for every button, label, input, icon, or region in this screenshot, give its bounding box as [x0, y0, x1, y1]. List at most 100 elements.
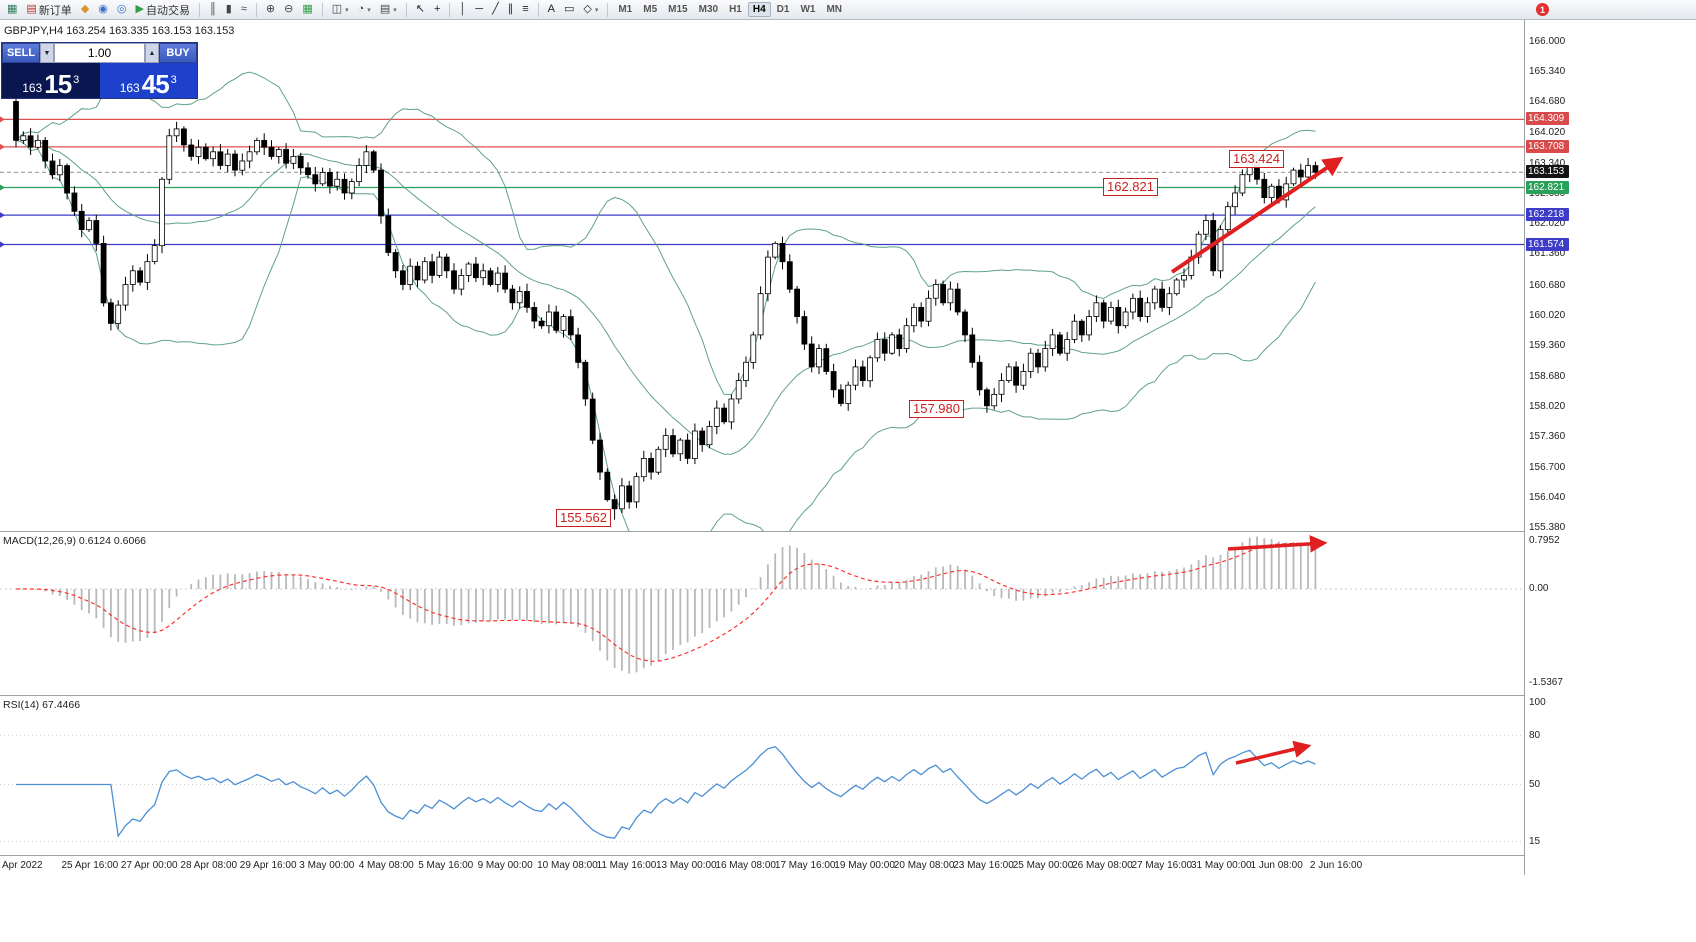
toolbar-separator	[255, 2, 257, 17]
tile-windows-button[interactable]: ▦	[298, 0, 316, 19]
bar-chart-button[interactable]: ║	[205, 0, 221, 19]
timeframe-h1[interactable]: H1	[729, 4, 742, 15]
macd-indicator-label: MACD(12,26,9) 0.6124 0.6066	[3, 535, 147, 547]
sell-price-button[interactable]: 163 15 3	[2, 63, 100, 98]
chart-window-icon-icon: ▦	[7, 3, 18, 15]
buy-price-button[interactable]: 163 45 3	[99, 63, 197, 98]
volume-increase-button[interactable]: ▲	[145, 43, 159, 63]
date-label: 2 Jun 16:00	[1309, 860, 1363, 871]
timeframe-m30[interactable]: M30	[698, 4, 719, 15]
price-annotation[interactable]: 163.424	[1229, 150, 1284, 168]
main-chart[interactable]	[0, 19, 1524, 531]
channel-icon: ∥	[507, 3, 514, 15]
new-order-button-label: 新订单	[38, 4, 72, 17]
timeframe-m15[interactable]: M15	[668, 4, 688, 15]
price-tag: 163.153	[1526, 165, 1569, 179]
buy-price-sup: 3	[170, 74, 177, 86]
toolbar-separator	[405, 2, 407, 17]
sell-price-sup: 3	[73, 74, 80, 86]
toolbar-separator	[198, 2, 200, 17]
market-watch-icon[interactable]: ◉	[94, 0, 112, 19]
date-label: 25 Apr 16:00	[61, 860, 119, 871]
price-tick-label: 158.680	[1529, 371, 1566, 382]
date-label: 4 May 08:00	[358, 860, 414, 871]
trendline-button[interactable]: ╱	[488, 0, 503, 19]
chart-window-icon[interactable]: ▦	[3, 0, 21, 19]
channel-button[interactable]: ∥	[504, 0, 518, 19]
sell-price-big: 15	[44, 68, 72, 99]
date-label: 31 May 00:00	[1191, 860, 1252, 871]
data-window-icon[interactable]: ◎	[113, 0, 131, 19]
shapes-button[interactable]: ◇ ▾	[579, 0, 602, 19]
template-menu-button[interactable]: ▤ ▾	[376, 0, 401, 19]
timeframe-w1[interactable]: W1	[800, 4, 816, 15]
price-tag: 162.821	[1526, 180, 1569, 194]
data-window-icon-icon: ◎	[116, 3, 127, 15]
sell-button[interactable]: SELL	[2, 43, 40, 63]
macd-tick-label: 0.7952	[1529, 534, 1560, 546]
timeframe-h4[interactable]: H4	[747, 2, 771, 17]
volume-input[interactable]	[54, 43, 145, 63]
price-annotation[interactable]: 162.821	[1103, 178, 1158, 196]
notifications-badge[interactable]: 1	[1536, 3, 1549, 16]
autotrade-button[interactable]: ▶ 自动交易	[132, 0, 194, 19]
fibonacci-icon: ≡	[522, 3, 529, 15]
price-tick-label: 159.360	[1529, 339, 1566, 351]
macd-pane[interactable]	[0, 531, 1524, 695]
text-button[interactable]: A	[544, 0, 559, 19]
candlestick-chart-button[interactable]: ▮	[222, 0, 236, 19]
price-tag: 164.309	[1526, 112, 1569, 126]
label-icon: ▭	[563, 3, 575, 15]
price-axis-separator	[1524, 19, 1525, 875]
pane-separator[interactable]	[0, 695, 1572, 696]
timeframe-d1[interactable]: D1	[776, 4, 790, 15]
macd-tick-label: -1.5367	[1529, 676, 1563, 688]
date-label: 19 May 00:00	[834, 860, 895, 871]
price-tick-label: 166.000	[1529, 36, 1566, 47]
vertical-line-button[interactable]: │	[455, 0, 470, 19]
candlestick-chart-icon: ▮	[225, 3, 232, 15]
cursor-button[interactable]: ↖	[412, 0, 429, 19]
period-menu-button[interactable]: ◔ ▾	[354, 0, 375, 19]
new-order-icon: ▤	[26, 3, 37, 15]
price-tick-label: 155.380	[1529, 522, 1566, 533]
volume-decrease-button[interactable]: ▼	[40, 43, 54, 63]
price-tag: 161.574	[1526, 237, 1569, 251]
sell-price-prefix: 163	[22, 80, 43, 95]
rsi-pane[interactable]	[0, 695, 1524, 855]
price-tick-label: 156.700	[1529, 461, 1566, 473]
bar-chart-icon: ║	[208, 3, 217, 15]
horizontal-line-button[interactable]: ─	[471, 0, 487, 19]
price-tick-label: 161.360	[1529, 248, 1566, 260]
new-chart-button[interactable]: ◫ ▾	[328, 0, 353, 19]
zoom-in-button[interactable]: ⊕	[262, 0, 279, 19]
price-tag: 162.218	[1526, 208, 1569, 222]
buy-price-prefix: 163	[119, 80, 140, 95]
label-button[interactable]: ▭	[560, 0, 578, 19]
zoom-out-button[interactable]: ⊖	[280, 0, 297, 19]
date-label: 27 Apr 00:00	[120, 860, 178, 871]
date-label: 25 May 00:00	[1012, 860, 1074, 871]
line-chart-button[interactable]: ≈	[237, 0, 251, 19]
chart-profile-icon[interactable]: ◆	[77, 0, 93, 19]
date-label: 17 May 16:00	[774, 860, 836, 871]
market-watch-icon-icon: ◉	[98, 3, 108, 15]
template-menu-icon: ▤	[379, 3, 391, 15]
price-tick-label: 158.020	[1529, 401, 1566, 413]
trade-panel: SELL ▼ ▲ BUY 163 15 3 163 45 3	[1, 42, 198, 99]
fibonacci-button[interactable]: ≡	[518, 0, 532, 19]
chevron-down-icon: ▾	[367, 6, 371, 14]
crosshair-button[interactable]: +	[430, 0, 444, 19]
buy-button[interactable]: BUY	[159, 43, 197, 63]
timeframe-m5[interactable]: M5	[643, 4, 658, 15]
price-annotation[interactable]: 155.562	[556, 509, 611, 527]
pane-separator[interactable]	[0, 531, 1572, 532]
timeframe-m1[interactable]: M1	[618, 4, 633, 15]
new-order-button[interactable]: ▤ 新订单	[22, 0, 75, 19]
trendline-icon: ╱	[492, 3, 499, 15]
price-tick-label: 165.340	[1529, 66, 1566, 78]
date-label: 16 May 08:00	[715, 860, 776, 871]
price-annotation[interactable]: 157.980	[909, 400, 964, 418]
timeframe-mn[interactable]: MN	[826, 4, 843, 15]
